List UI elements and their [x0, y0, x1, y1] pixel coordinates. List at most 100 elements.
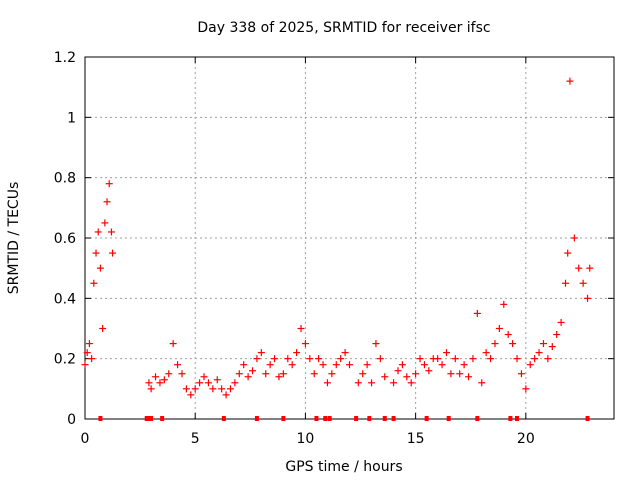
zero-marker: [367, 416, 372, 421]
data-point: [85, 340, 93, 348]
x-axis-label: GPS time / hours: [285, 459, 402, 475]
data-point: [105, 180, 113, 188]
data-point: [301, 340, 309, 348]
data-point: [266, 361, 274, 369]
data-point: [96, 264, 104, 272]
data-point: [90, 279, 98, 287]
data-point: [553, 331, 561, 339]
data-point: [200, 373, 208, 381]
data-point: [319, 361, 327, 369]
data-point: [548, 343, 556, 351]
zero-marker: [254, 416, 259, 421]
y-tick-label: 0.8: [54, 171, 76, 187]
data-point: [354, 379, 362, 387]
data-point: [544, 355, 552, 363]
data-point: [500, 300, 508, 308]
data-point: [564, 249, 572, 257]
data-point: [147, 385, 155, 393]
data-point: [218, 385, 226, 393]
data-point: [495, 325, 503, 332]
data-point: [271, 355, 279, 363]
data-point: [434, 355, 442, 363]
data-point: [213, 376, 221, 384]
data-point: [101, 219, 109, 227]
data-point: [442, 349, 450, 357]
data-point: [88, 355, 96, 363]
data-point: [363, 361, 371, 369]
zero-marker: [424, 416, 429, 421]
data-point: [456, 370, 464, 378]
data-point: [460, 361, 468, 369]
data-point: [394, 367, 402, 375]
data-point: [526, 361, 534, 369]
y-tick-label: 0.2: [54, 352, 76, 368]
data-point: [359, 370, 367, 378]
data-point: [107, 228, 115, 236]
data-point: [83, 349, 91, 357]
y-tick-label: 1.2: [54, 50, 76, 66]
data-point: [297, 325, 305, 332]
data-point: [279, 370, 287, 378]
data-point: [328, 370, 336, 378]
data-point: [438, 361, 446, 369]
data-point: [403, 373, 411, 381]
data-point: [152, 373, 160, 381]
x-tick-label: 10: [297, 431, 315, 447]
data-point: [372, 340, 380, 348]
data-point: [416, 355, 424, 363]
data-point: [447, 370, 455, 378]
x-tick-label: 20: [517, 431, 535, 447]
zero-marker: [515, 416, 520, 421]
data-point: [341, 349, 349, 357]
x-tick-label: 5: [191, 431, 200, 447]
data-point: [275, 373, 283, 381]
zero-marker: [281, 416, 286, 421]
zero-marker: [314, 416, 319, 421]
data-point: [584, 294, 592, 302]
data-point: [253, 355, 261, 363]
data-point: [522, 385, 530, 393]
data-point: [337, 355, 345, 363]
zero-marker: [446, 416, 451, 421]
data-point: [398, 361, 406, 369]
data-point: [575, 264, 583, 272]
data-point: [156, 379, 164, 387]
zero-marker: [475, 416, 480, 421]
data-point: [586, 264, 594, 272]
data-point: [81, 361, 89, 369]
data-point: [249, 367, 257, 375]
data-point: [491, 340, 499, 348]
chart-title: Day 338 of 2025, SRMTID for receiver ifs…: [197, 20, 490, 36]
data-point: [381, 373, 389, 381]
zero-marker: [98, 416, 103, 421]
data-point: [99, 325, 107, 332]
data-point: [531, 355, 539, 363]
data-point: [487, 355, 495, 363]
data-point: [94, 228, 102, 236]
y-tick-label: 1: [67, 110, 76, 126]
data-point: [169, 340, 177, 348]
zero-marker: [144, 416, 149, 421]
y-tick-label: 0: [67, 412, 76, 428]
data-point: [473, 309, 481, 317]
data-point: [235, 370, 243, 378]
data-point: [284, 355, 292, 363]
data-point: [535, 349, 543, 357]
data-point: [451, 355, 459, 363]
data-point: [240, 361, 248, 369]
zero-marker: [585, 416, 590, 421]
data-point: [288, 361, 296, 369]
zero-marker: [354, 416, 359, 421]
data-point: [222, 391, 230, 399]
data-point: [187, 391, 195, 399]
data-point: [306, 355, 314, 363]
data-point: [160, 376, 168, 384]
data-point: [196, 379, 204, 387]
axis-ticks: 0 0.2 0.4 0.6 0.8 1 1.2 0 5 10 15 20: [54, 50, 614, 447]
data-point: [209, 385, 217, 393]
data-point: [412, 370, 420, 378]
y-tick-label: 0.4: [54, 291, 76, 307]
data-point: [570, 234, 578, 242]
data-point: [244, 373, 252, 381]
data-point: [425, 367, 433, 375]
